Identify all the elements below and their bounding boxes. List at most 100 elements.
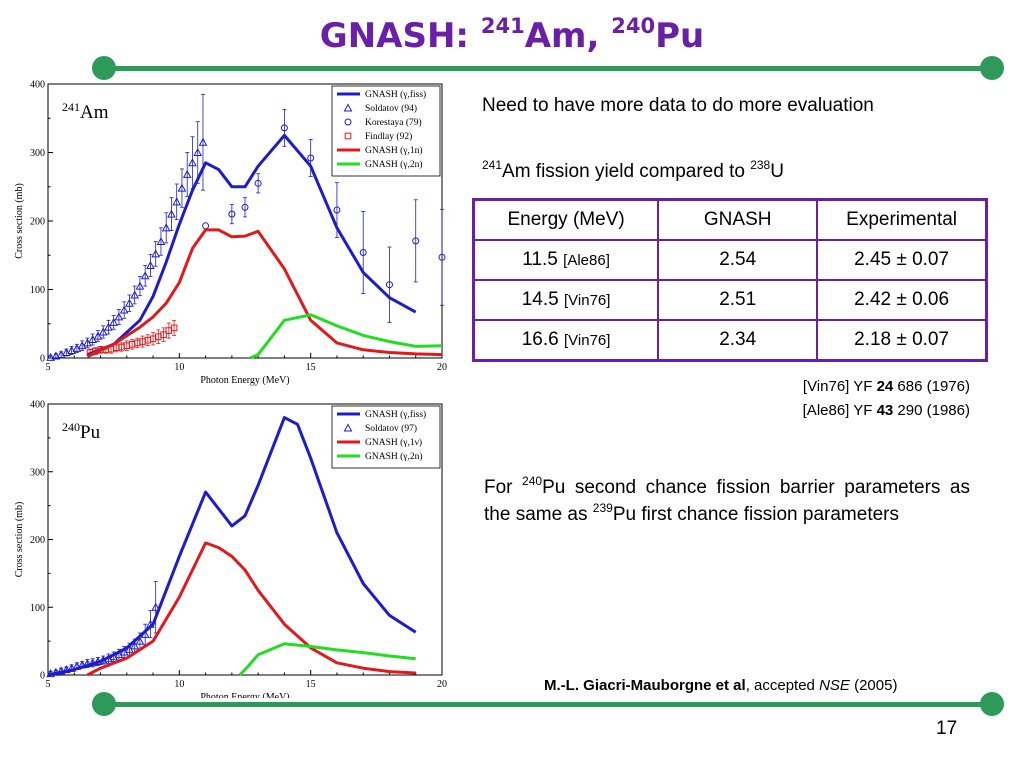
data-point xyxy=(241,203,249,211)
data-point xyxy=(56,350,66,359)
bottom-left-dot xyxy=(92,692,116,716)
energy-cell: 14.5 [Vin76] xyxy=(472,279,660,321)
bottom-right-dot xyxy=(980,692,1004,716)
gnash-cell: 2.54 xyxy=(657,239,819,281)
y-tick-label: 0 xyxy=(40,354,45,365)
data-point xyxy=(140,629,150,638)
data-point xyxy=(359,249,367,257)
data-point xyxy=(182,169,192,178)
x-tick-label: 5 xyxy=(46,362,51,373)
legend-entry: GNASH (γ,fiss) xyxy=(365,89,426,100)
data-point xyxy=(46,669,55,678)
data-point xyxy=(114,312,124,321)
data-point xyxy=(56,666,66,675)
data-point xyxy=(51,351,61,360)
top-right-dot xyxy=(980,56,1004,80)
data-point xyxy=(228,210,236,218)
data-point xyxy=(77,660,87,669)
data-point xyxy=(254,179,262,187)
data-point xyxy=(93,656,103,665)
x-tick-label: 20 xyxy=(437,679,447,690)
panel-label: 241Am xyxy=(62,100,109,123)
table-row: 14.5 [Vin76] 2.51 2.42 ± 0.06 xyxy=(472,279,988,321)
gnash-cell: 2.51 xyxy=(657,279,819,321)
legend-swatch xyxy=(343,103,353,112)
x-tick-label: 10 xyxy=(174,362,184,373)
panel-label-mass: 240 xyxy=(62,420,80,434)
data-point xyxy=(151,249,161,258)
data-point xyxy=(62,347,71,357)
table-header-row: Energy (MeV) GNASH Experimental xyxy=(472,198,988,241)
bottom-divider xyxy=(104,702,992,707)
series-line xyxy=(249,313,443,360)
data-point xyxy=(167,209,176,218)
data-point xyxy=(67,345,76,354)
data-point xyxy=(125,298,134,307)
data-point xyxy=(83,658,92,667)
data-point xyxy=(62,665,71,674)
data-point xyxy=(51,667,61,676)
data-point xyxy=(188,158,197,167)
reference-ale86: [Ale86] YF 43 290 (1986) xyxy=(802,402,970,419)
data-point xyxy=(156,236,166,246)
data-point xyxy=(130,290,140,299)
series-line xyxy=(86,133,417,356)
data-point xyxy=(385,281,393,289)
table-row: 11.5 [Ale86] 2.54 2.45 ± 0.07 xyxy=(472,239,988,281)
data-point xyxy=(130,641,140,650)
data-point xyxy=(412,237,420,245)
legend-entry: GNASH (γ,1n) xyxy=(365,145,423,156)
x-tick-label: 15 xyxy=(306,679,316,690)
top-divider xyxy=(104,66,992,71)
top-left-dot xyxy=(92,56,116,80)
y-tick-label: 300 xyxy=(30,467,45,478)
legend-entry: GNASH (γ,1ν) xyxy=(365,437,422,448)
legend-entry: GNASH (γ,fiss) xyxy=(365,409,426,420)
x-axis-label: Photon Energy (MeV) xyxy=(200,375,289,386)
yield-heading: 241Am fission yield compared to 238U xyxy=(482,158,784,182)
data-point xyxy=(46,352,55,361)
legend-swatch xyxy=(343,423,353,432)
y-tick-label: 400 xyxy=(30,80,45,91)
legend-entry: Korestaya (79) xyxy=(365,117,422,128)
reference-vin76: [Vin76] YF 24 686 (1976) xyxy=(802,378,970,395)
data-point xyxy=(135,636,145,645)
data-point xyxy=(88,658,97,667)
data-point xyxy=(177,183,187,192)
data-point xyxy=(172,197,182,206)
legend-box xyxy=(331,405,441,469)
legend-swatch xyxy=(344,132,352,140)
pu240-note: For 240Pu second chance fission barrier … xyxy=(484,474,970,525)
table-row: 16.6 [Vin76] 2.34 2.18 ± 0.07 xyxy=(472,319,988,362)
intro-text: Need to have more data to do more evalua… xyxy=(482,95,874,116)
x-tick-label: 20 xyxy=(437,362,447,373)
x-tick-label: 5 xyxy=(46,679,51,690)
experimental-cell: 2.18 ± 0.07 xyxy=(816,319,988,362)
data-point xyxy=(98,327,108,336)
header-experimental: Experimental xyxy=(816,198,988,241)
y-axis-label: Cross section (mb) xyxy=(14,183,25,259)
data-point xyxy=(72,661,82,670)
data-point xyxy=(146,619,155,628)
data-point xyxy=(98,655,108,664)
y-tick-label: 100 xyxy=(30,603,45,614)
y-axis-label: Cross section (mb) xyxy=(14,502,25,578)
data-point xyxy=(202,222,210,230)
gnash-cell: 2.34 xyxy=(657,319,819,362)
x-tick-label: 10 xyxy=(174,679,184,690)
series-line xyxy=(86,228,443,358)
data-point xyxy=(109,317,119,326)
data-point xyxy=(151,602,161,611)
series-line xyxy=(86,541,416,677)
data-point xyxy=(67,663,76,672)
data-point xyxy=(307,154,315,162)
series-line xyxy=(238,642,416,677)
panel-label-element: Am xyxy=(80,102,109,123)
data-point xyxy=(161,223,171,232)
x-axis-label: Photon Energy (MeV) xyxy=(200,692,289,698)
x-tick-label: 15 xyxy=(306,362,316,373)
data-point xyxy=(438,253,446,261)
data-point xyxy=(198,137,208,146)
